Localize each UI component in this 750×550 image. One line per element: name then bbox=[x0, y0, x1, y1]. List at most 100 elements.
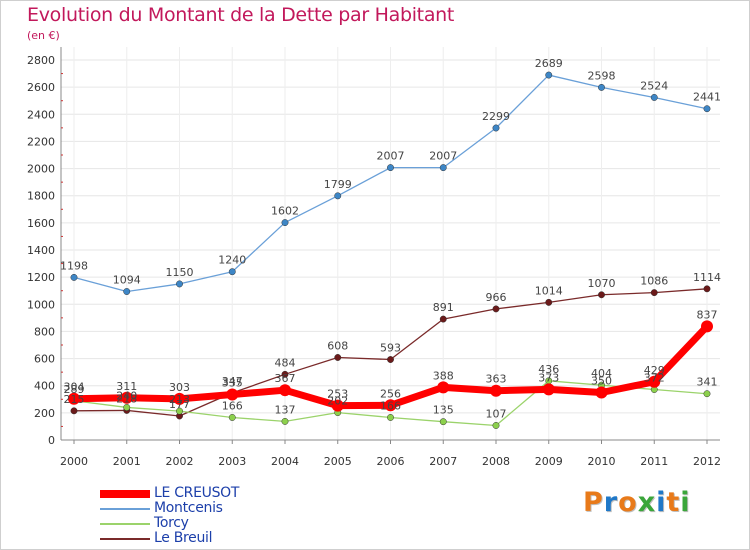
legend-label: Torcy bbox=[154, 515, 189, 531]
data-point bbox=[228, 414, 236, 421]
y-tick-label: 1400 bbox=[27, 244, 55, 257]
data-label: 1094 bbox=[113, 274, 141, 287]
data-point bbox=[598, 291, 605, 299]
data-label: 1014 bbox=[535, 284, 563, 297]
data-point bbox=[387, 356, 394, 363]
data-label: 107 bbox=[486, 407, 507, 420]
legend-swatch bbox=[100, 490, 150, 498]
data-label: 388 bbox=[433, 369, 454, 382]
chart-subtitle: (en €) bbox=[27, 29, 60, 42]
x-tick-label: 2001 bbox=[113, 455, 141, 468]
data-point bbox=[279, 384, 291, 397]
y-tick-label: 2800 bbox=[27, 54, 55, 67]
data-point bbox=[68, 392, 80, 405]
data-point bbox=[439, 418, 447, 426]
data-point bbox=[226, 388, 239, 401]
data-label: 608 bbox=[327, 339, 348, 352]
data-label: 240 bbox=[116, 389, 137, 402]
data-label: 304 bbox=[64, 381, 85, 394]
data-label: 256 bbox=[380, 387, 401, 400]
y-tick-label: 2600 bbox=[27, 81, 55, 94]
data-point bbox=[703, 285, 711, 293]
legend-swatch bbox=[100, 538, 150, 540]
data-point bbox=[492, 422, 500, 429]
data-point bbox=[439, 164, 447, 172]
data-label: 404 bbox=[591, 367, 612, 380]
data-label: 2441 bbox=[693, 91, 721, 104]
legend-label: Le Breuil bbox=[154, 530, 213, 546]
x-tick-label: 2003 bbox=[218, 455, 246, 468]
data-label: 1240 bbox=[218, 254, 246, 267]
data-point bbox=[331, 399, 344, 412]
data-label: 335 bbox=[222, 377, 243, 390]
x-tick-label: 2010 bbox=[588, 455, 616, 468]
data-point bbox=[387, 164, 394, 172]
data-point bbox=[334, 354, 342, 361]
data-point bbox=[439, 315, 447, 323]
data-point bbox=[228, 268, 236, 276]
x-tick-label: 2004 bbox=[271, 455, 299, 468]
data-point bbox=[281, 219, 289, 227]
data-label: 2299 bbox=[482, 110, 510, 123]
data-point bbox=[387, 414, 394, 421]
y-tick-label: 600 bbox=[34, 353, 55, 366]
data-point bbox=[173, 392, 186, 405]
data-label: 837 bbox=[697, 308, 718, 321]
x-tick-label: 2007 bbox=[429, 455, 457, 468]
data-label: 177 bbox=[169, 398, 190, 411]
data-label: 891 bbox=[433, 301, 454, 314]
data-point bbox=[545, 71, 553, 79]
data-label: 350 bbox=[591, 375, 612, 388]
data-label: 593 bbox=[380, 342, 401, 355]
data-point bbox=[70, 407, 78, 415]
data-point bbox=[492, 124, 500, 132]
data-point bbox=[437, 381, 450, 394]
legend-label: LE CREUSOT bbox=[154, 485, 240, 501]
data-point bbox=[542, 383, 555, 396]
legend-label: Montcenis bbox=[154, 500, 223, 516]
data-point bbox=[281, 417, 289, 425]
data-label: 1086 bbox=[640, 275, 668, 288]
x-tick-label: 2009 bbox=[535, 455, 563, 468]
y-tick-label: 2000 bbox=[27, 163, 55, 176]
legend-swatch bbox=[100, 508, 150, 510]
data-label: 372 bbox=[644, 372, 665, 385]
data-label: 429 bbox=[644, 364, 665, 377]
data-label: 289 bbox=[64, 383, 85, 396]
data-label: 311 bbox=[116, 380, 137, 393]
data-point bbox=[490, 384, 502, 397]
data-label: 303 bbox=[169, 381, 190, 394]
data-label: 373 bbox=[538, 371, 559, 384]
x-tick-label: 2000 bbox=[60, 455, 88, 468]
proxiti-logo: Proxiti bbox=[583, 487, 691, 518]
data-point bbox=[703, 390, 711, 398]
data-label: 202 bbox=[327, 395, 348, 408]
data-point bbox=[703, 105, 711, 113]
data-point bbox=[281, 370, 289, 378]
data-point bbox=[70, 273, 78, 281]
y-tick-label: 1800 bbox=[27, 190, 55, 203]
data-point bbox=[648, 375, 661, 388]
y-tick-label: 0 bbox=[48, 434, 55, 447]
data-label: 436 bbox=[538, 363, 559, 376]
y-tick-label: 2400 bbox=[27, 108, 55, 121]
data-label: 2007 bbox=[429, 150, 457, 163]
data-label: 1602 bbox=[271, 205, 299, 218]
data-label: 2524 bbox=[640, 79, 668, 92]
data-point bbox=[595, 386, 608, 399]
y-tick-label: 2200 bbox=[27, 135, 55, 148]
data-label: 215 bbox=[64, 393, 85, 406]
data-point bbox=[492, 305, 500, 313]
x-tick-label: 2011 bbox=[640, 455, 668, 468]
data-label: 1799 bbox=[324, 178, 352, 191]
data-point bbox=[598, 83, 605, 91]
data-label: 966 bbox=[486, 291, 507, 304]
data-label: 1198 bbox=[60, 259, 88, 272]
data-point bbox=[123, 288, 131, 295]
data-label: 2007 bbox=[377, 150, 405, 163]
data-label: 135 bbox=[433, 404, 454, 417]
legend-swatch bbox=[100, 523, 150, 525]
data-point bbox=[650, 94, 658, 101]
data-point bbox=[334, 192, 342, 200]
data-label: 253 bbox=[327, 388, 348, 401]
